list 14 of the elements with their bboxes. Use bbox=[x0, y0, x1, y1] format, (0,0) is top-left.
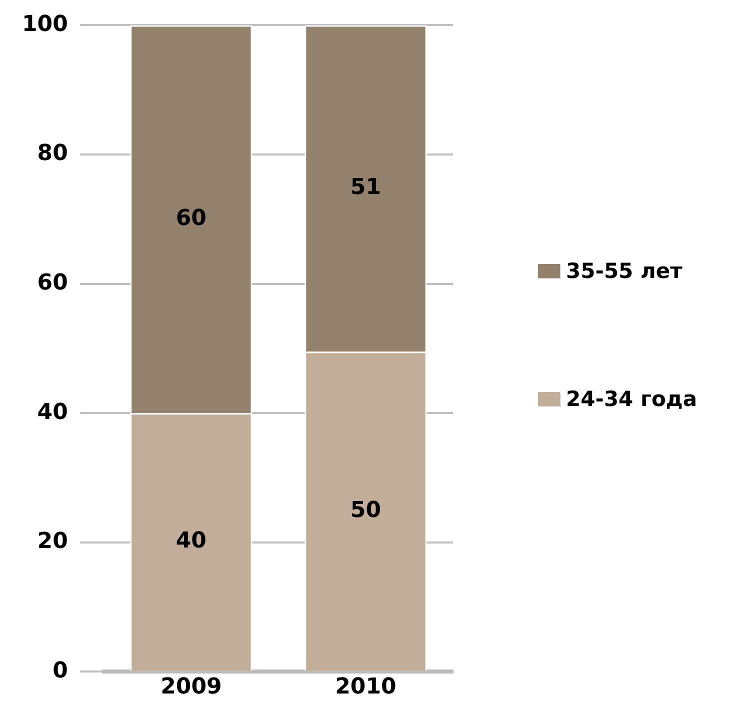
x-tick-label: 2009 bbox=[160, 674, 222, 700]
y-tick-label: 100 bbox=[22, 12, 68, 37]
y-tick-label: 20 bbox=[37, 529, 68, 554]
y-tick-label: 0 bbox=[52, 658, 68, 684]
legend-label: 35-55 лет bbox=[566, 259, 682, 283]
data-label: 51 bbox=[350, 175, 382, 200]
data-label: 60 bbox=[176, 206, 207, 231]
y-tick-label: 80 bbox=[37, 141, 68, 166]
data-label: 40 bbox=[176, 528, 207, 554]
y-tick-label: 60 bbox=[37, 270, 68, 296]
y-tick-label: 40 bbox=[37, 400, 68, 425]
x-tick-label: 2010 bbox=[335, 674, 396, 700]
data-label: 50 bbox=[350, 498, 382, 523]
legend-label: 24-34 года bbox=[566, 387, 698, 411]
